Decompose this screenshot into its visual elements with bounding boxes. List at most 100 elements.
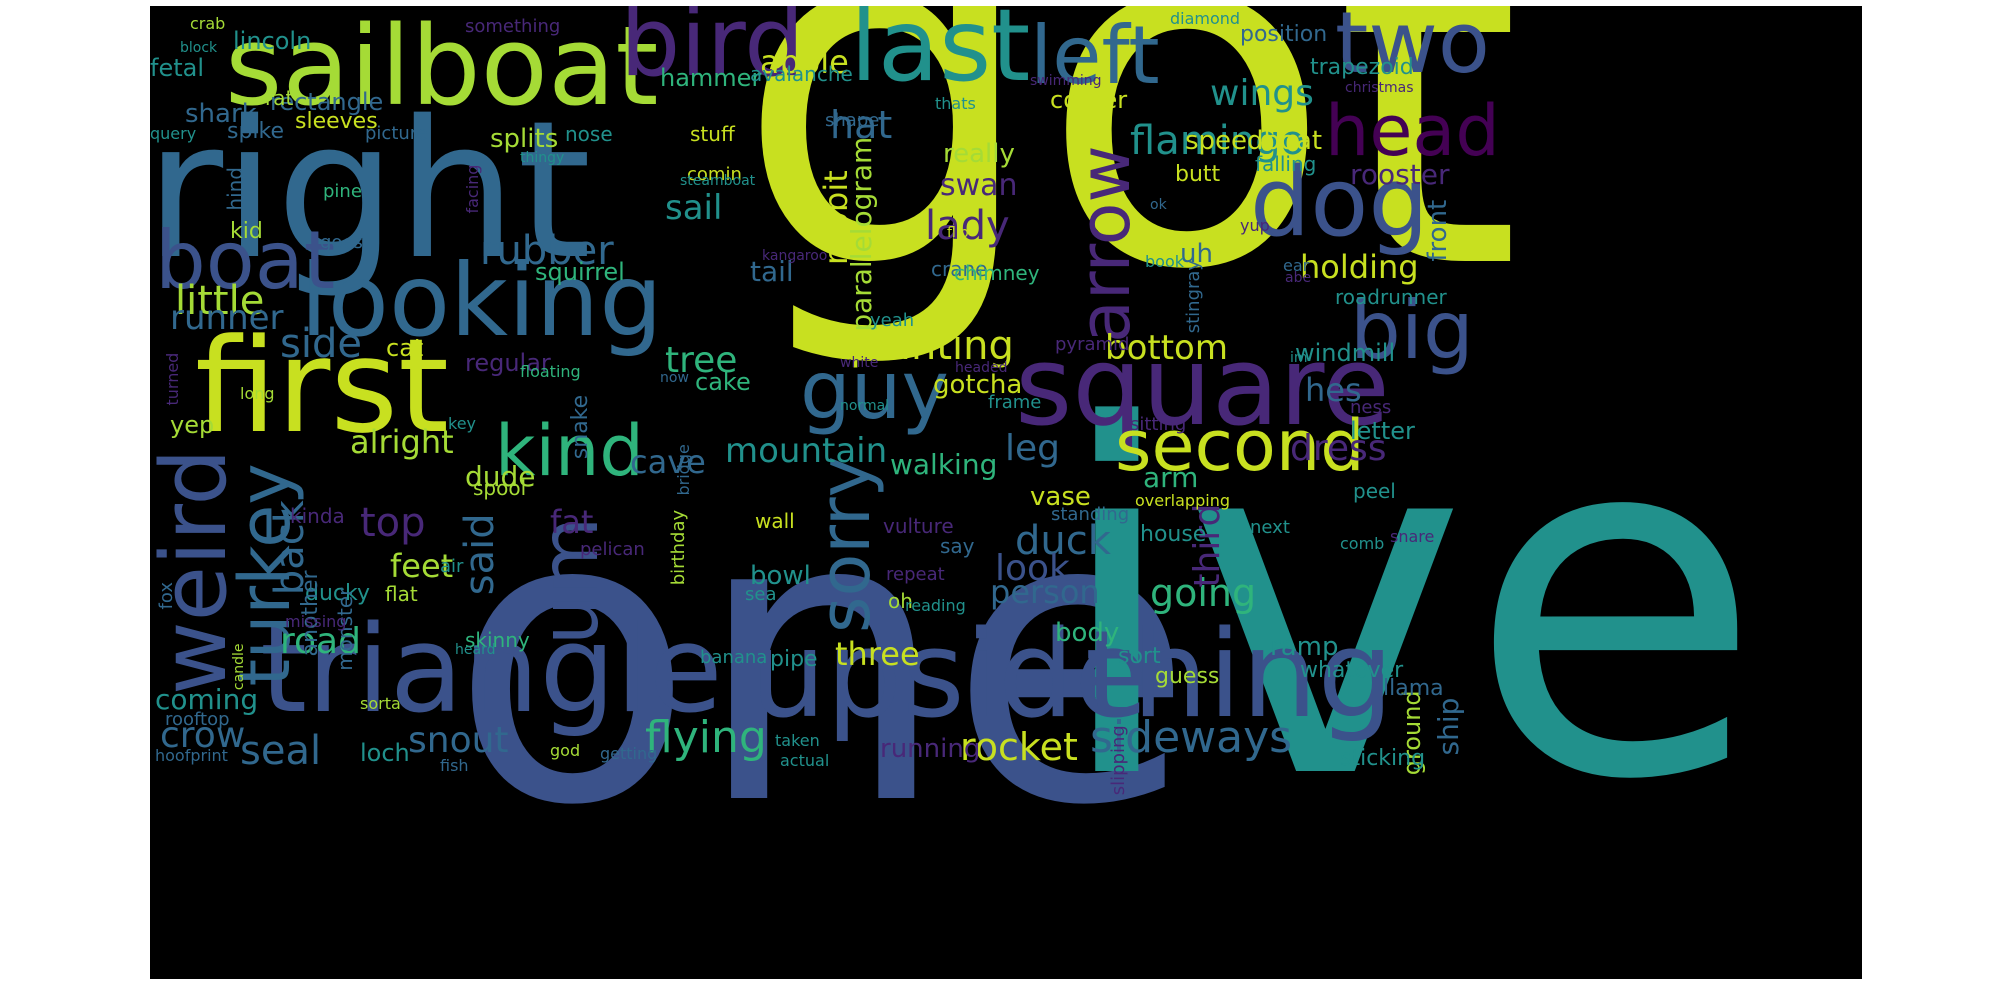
word-now: now	[660, 370, 689, 386]
word-normal: normal	[840, 398, 890, 414]
word-spool: spool	[473, 476, 527, 500]
word-said: said	[457, 513, 503, 596]
word-body: body	[1055, 618, 1120, 648]
word-oh: oh	[888, 589, 913, 613]
word-hat: hat	[830, 103, 893, 147]
word-three: three	[835, 635, 920, 673]
word-alright: alright	[350, 423, 454, 461]
word-left: left	[1030, 9, 1160, 102]
word-kinda: kinda	[290, 504, 345, 528]
word-leg: leg	[1005, 428, 1061, 469]
word-hes: hes	[1305, 371, 1362, 409]
word-sailboat: sailboat	[225, 6, 659, 130]
word-apple: apple	[760, 43, 849, 81]
word-thing: thing	[1085, 606, 1394, 745]
word-sorta: sorta	[360, 694, 401, 713]
word-diamond: diamond	[1170, 9, 1241, 28]
word-roadrunner: roadrunner	[1335, 285, 1447, 309]
word-thingy: thingy	[520, 150, 565, 166]
word-triangle: triangle	[260, 601, 723, 740]
word-crab: crab	[190, 14, 226, 33]
word-loch: loch	[360, 739, 410, 767]
word-headed: headed	[955, 360, 1008, 376]
word-reading: reading	[905, 596, 966, 615]
word-front: front	[1423, 199, 1453, 262]
word-person: person	[990, 573, 1100, 611]
word-position: position	[1240, 22, 1328, 47]
word-slipping: slipping	[1108, 725, 1129, 796]
word-holding: holding	[1300, 248, 1419, 286]
word-comin: comin	[687, 164, 742, 185]
word-mountain: mountain	[725, 431, 888, 471]
word-windmill: windmill	[1295, 339, 1396, 367]
word-sticking: sticking	[1340, 746, 1426, 771]
word-looking: looking	[300, 242, 663, 359]
word-repeat: repeat	[886, 564, 945, 585]
word-bird: bird	[620, 6, 805, 98]
word-ive: ive	[1050, 326, 1763, 885]
word-picture: picture	[365, 123, 428, 144]
word-next: next	[1250, 517, 1290, 538]
word-first: first	[195, 310, 450, 462]
word-guy: guy	[800, 344, 949, 437]
word-cave: cave	[630, 443, 706, 481]
word-peel: peel	[1353, 479, 1396, 503]
word-rooftop: rooftop	[165, 709, 230, 730]
word-wall: wall	[755, 509, 795, 533]
word-dress: dress	[1290, 428, 1387, 469]
word-look: look	[995, 548, 1070, 589]
word-bowl: bowl	[750, 561, 811, 591]
word-steamboat: steamboat	[680, 173, 756, 189]
word-avalanche: avalanche	[750, 62, 853, 86]
word-snout: snout	[408, 720, 509, 761]
word-yeah: yeah	[870, 310, 915, 331]
word-god: god	[550, 741, 581, 760]
word-cake: cake	[695, 368, 751, 396]
word-pyramid: pyramid	[1055, 334, 1130, 355]
word-trapezoid: trapezoid	[1310, 55, 1414, 80]
word-corner: corner	[1050, 86, 1128, 114]
word-rooster: rooster	[1350, 158, 1450, 191]
word-cat: cat	[386, 334, 424, 362]
word-runner: runner	[170, 298, 284, 338]
word-kangaroo: kangaroo	[762, 248, 828, 264]
word-sideways: sideways	[1090, 712, 1293, 763]
word-square: square	[1015, 322, 1390, 450]
word-squirrel: squirrel	[535, 258, 625, 286]
word-tree: tree	[665, 340, 738, 381]
word-christmas: christmas	[1345, 80, 1414, 96]
word-rubber: rubber	[480, 228, 614, 274]
word-rectangle: rectangle	[270, 88, 384, 116]
word-missing: missing	[285, 612, 347, 631]
word-chimney: chimney	[954, 261, 1040, 285]
word-flip: flip	[947, 225, 969, 241]
word-banana: banana	[700, 647, 768, 668]
word-feet: feet	[390, 547, 454, 585]
word-sorry: sorry	[804, 455, 886, 633]
word-road: road	[280, 621, 361, 662]
word-something: something	[465, 16, 561, 37]
word-bridge: bridge	[674, 444, 693, 496]
word-nose: nose	[565, 122, 613, 146]
word-got: got	[735, 6, 1522, 375]
word-turned: turned	[163, 352, 182, 406]
word-boat: boat	[155, 214, 336, 307]
word-llama: llama	[1383, 676, 1444, 701]
word-ship: ship	[1432, 697, 1465, 756]
word-hind: hind	[223, 166, 247, 211]
word-tail: tail	[750, 255, 794, 288]
word-ness: ness	[1350, 397, 1392, 418]
word-duck: duck	[1015, 518, 1111, 564]
word-heard: heard	[455, 642, 496, 658]
word-crane: crane	[931, 257, 988, 281]
word-dude: dude	[465, 460, 536, 493]
word-abe: abe	[1285, 270, 1312, 286]
word-letter: letter	[1350, 417, 1415, 445]
word-im: im	[1290, 350, 1308, 366]
word-stuff: stuff	[690, 122, 735, 146]
word-uh: uh	[1180, 239, 1213, 269]
word-flat: flat	[385, 582, 418, 606]
word-little: little	[175, 278, 265, 324]
word-shark: shark	[185, 99, 257, 129]
word-skinny: skinny	[465, 628, 530, 652]
